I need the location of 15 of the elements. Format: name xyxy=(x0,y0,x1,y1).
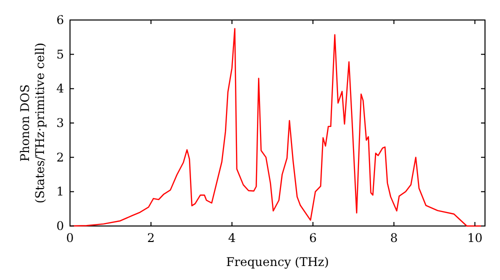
x-tick-label: 0 xyxy=(66,231,74,245)
y-tick-label: 3 xyxy=(56,116,64,130)
x-tick-label: 10 xyxy=(467,231,483,245)
x-axis-title: Frequency (THz) xyxy=(226,255,329,269)
x-tick-label: 2 xyxy=(147,231,155,245)
x-tick-label: 6 xyxy=(309,231,317,245)
y-tick-label: 6 xyxy=(56,13,64,27)
x-tick-label: 8 xyxy=(390,231,398,245)
y-axis-title: Phonon DOS (States/THz·primitive cell) xyxy=(18,42,47,204)
x-tick-label: 4 xyxy=(228,231,236,245)
y-tick-label: 5 xyxy=(56,47,64,62)
y-tick-label: 2 xyxy=(56,150,64,164)
y-tick-label: 1 xyxy=(56,184,64,199)
y-tick-label: 4 xyxy=(56,82,64,96)
y-tick-label: 0 xyxy=(56,219,64,233)
